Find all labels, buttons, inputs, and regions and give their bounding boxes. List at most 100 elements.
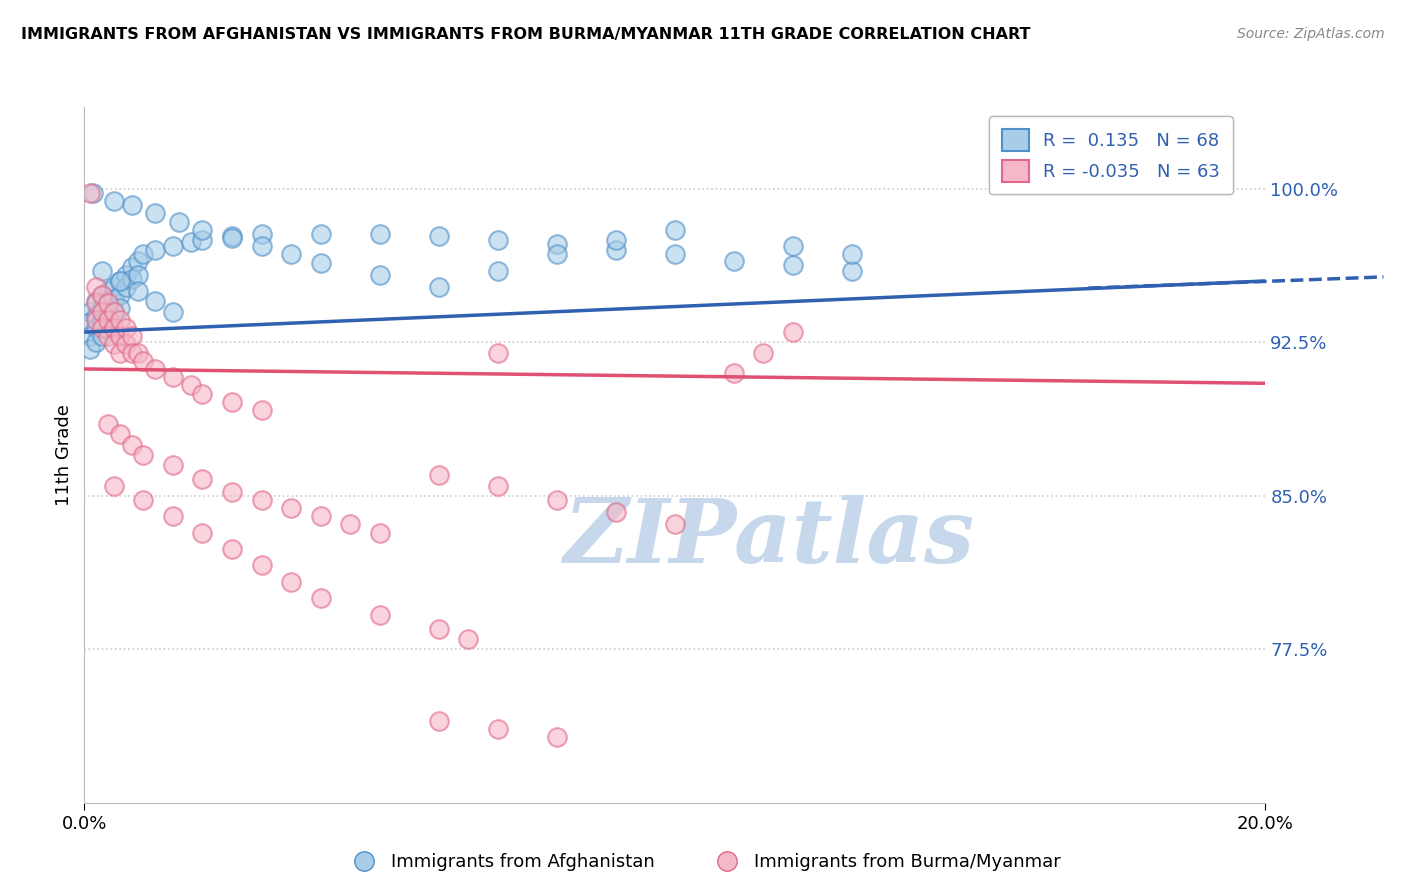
Point <box>605 233 627 247</box>
Point <box>486 345 509 359</box>
Point <box>84 335 107 350</box>
Point <box>221 229 243 244</box>
Point <box>486 722 509 736</box>
Point <box>97 417 120 432</box>
Point <box>841 247 863 261</box>
Point <box>121 260 143 274</box>
Point <box>91 288 114 302</box>
Point <box>752 345 775 359</box>
Point <box>339 517 361 532</box>
Point <box>486 264 509 278</box>
Point <box>97 309 120 323</box>
Point <box>427 280 450 294</box>
Point <box>132 448 155 462</box>
Point <box>486 233 509 247</box>
Point <box>108 288 131 302</box>
Point <box>546 247 568 261</box>
Point <box>79 304 101 318</box>
Point <box>103 321 125 335</box>
Point <box>132 353 155 368</box>
Point <box>121 438 143 452</box>
Point <box>84 294 107 309</box>
Point <box>427 229 450 244</box>
Point <box>280 501 302 516</box>
Point <box>121 272 143 286</box>
Point <box>108 329 131 343</box>
Point <box>368 227 391 241</box>
Point <box>546 731 568 745</box>
Point <box>108 274 131 288</box>
Point <box>280 574 302 589</box>
Point <box>121 198 143 212</box>
Point <box>221 231 243 245</box>
Point <box>91 321 114 335</box>
Point <box>97 284 120 298</box>
Point <box>103 304 125 318</box>
Point <box>97 296 120 310</box>
Point <box>546 492 568 507</box>
Point <box>79 186 101 200</box>
Point <box>221 394 243 409</box>
Point <box>162 458 184 472</box>
Point <box>250 403 273 417</box>
Point <box>723 366 745 380</box>
Point <box>97 313 120 327</box>
Point <box>782 325 804 339</box>
Point <box>82 186 104 200</box>
Point <box>97 329 120 343</box>
Point <box>250 239 273 253</box>
Point <box>91 288 114 302</box>
Point <box>664 247 686 261</box>
Point <box>132 247 155 261</box>
Point <box>132 492 155 507</box>
Point <box>108 427 131 442</box>
Point <box>309 509 332 524</box>
Point <box>427 622 450 636</box>
Point <box>114 280 136 294</box>
Point <box>97 296 120 310</box>
Point <box>309 227 332 241</box>
Point <box>309 255 332 269</box>
Point <box>103 194 125 209</box>
Point <box>91 304 114 318</box>
Point <box>91 315 114 329</box>
Point <box>127 284 149 298</box>
Legend: Immigrants from Afghanistan, Immigrants from Burma/Myanmar: Immigrants from Afghanistan, Immigrants … <box>339 847 1067 879</box>
Point <box>162 239 184 253</box>
Legend: R =  0.135   N = 68, R = -0.035   N = 63: R = 0.135 N = 68, R = -0.035 N = 63 <box>988 116 1233 194</box>
Point <box>368 607 391 622</box>
Point <box>457 632 479 646</box>
Text: IMMIGRANTS FROM AFGHANISTAN VS IMMIGRANTS FROM BURMA/MYANMAR 11TH GRADE CORRELAT: IMMIGRANTS FROM AFGHANISTAN VS IMMIGRANT… <box>21 27 1031 42</box>
Point <box>546 237 568 252</box>
Point <box>143 244 166 258</box>
Point <box>782 258 804 272</box>
Point <box>162 304 184 318</box>
Text: ZIPatlas: ZIPatlas <box>564 495 974 582</box>
Point <box>127 268 149 282</box>
Point <box>103 293 125 307</box>
Point <box>79 342 101 356</box>
Point <box>782 239 804 253</box>
Point <box>167 214 190 228</box>
Point <box>79 315 101 329</box>
Point <box>221 542 243 557</box>
Point <box>143 362 166 376</box>
Point <box>427 714 450 728</box>
Point <box>250 492 273 507</box>
Point <box>841 264 863 278</box>
Point <box>108 274 131 288</box>
Point <box>127 253 149 268</box>
Point <box>143 206 166 220</box>
Point <box>664 517 686 532</box>
Point <box>427 468 450 483</box>
Point <box>309 591 332 606</box>
Point <box>103 280 125 294</box>
Point <box>368 268 391 282</box>
Point <box>368 525 391 540</box>
Point <box>162 370 184 384</box>
Point <box>97 321 120 335</box>
Point <box>91 301 114 315</box>
Point <box>91 329 114 343</box>
Point <box>723 253 745 268</box>
Point <box>127 345 149 359</box>
